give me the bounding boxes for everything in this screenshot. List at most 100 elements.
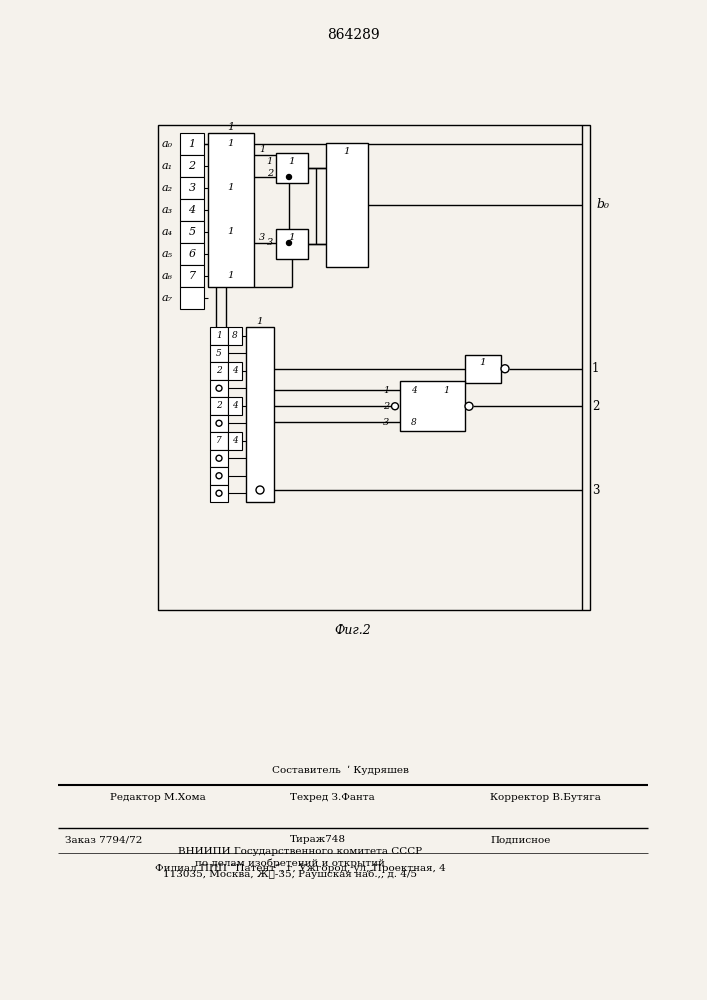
Circle shape: [216, 455, 222, 461]
Circle shape: [465, 402, 473, 410]
Circle shape: [216, 385, 222, 391]
Text: Тираж748: Тираж748: [290, 836, 346, 844]
Bar: [210, 414, 228, 432]
Text: 3: 3: [267, 238, 273, 247]
Text: по делам изобретений и открытий: по делам изобретений и открытий: [195, 858, 385, 868]
Text: 3: 3: [189, 183, 196, 193]
Text: 1: 1: [443, 386, 449, 395]
Bar: [180, 177, 204, 199]
Text: 1: 1: [259, 145, 265, 154]
Circle shape: [256, 486, 264, 494]
Bar: [210, 327, 228, 344]
Text: Заказ 7794/72: Заказ 7794/72: [65, 836, 142, 844]
Bar: [228, 327, 242, 344]
Circle shape: [501, 365, 509, 373]
Bar: [180, 221, 204, 243]
Text: Техред З.Фанта: Техред З.Фанта: [290, 792, 375, 802]
Text: 2: 2: [267, 169, 273, 178]
Text: 113035, Москва, Жℵ-35, Раушская наб.,, д. 4/5: 113035, Москва, Жℵ-35, Раушская наб.,, д…: [163, 869, 417, 879]
Text: a₄: a₄: [162, 227, 173, 237]
Text: 5: 5: [189, 227, 196, 237]
Text: 8: 8: [411, 418, 416, 427]
Bar: [276, 153, 308, 183]
Bar: [326, 143, 368, 267]
Bar: [158, 125, 590, 610]
Text: a₀: a₀: [162, 139, 173, 149]
Text: a₂: a₂: [162, 183, 173, 193]
Text: 4: 4: [232, 436, 238, 445]
Text: 1: 1: [257, 316, 263, 326]
Circle shape: [286, 174, 291, 180]
Text: 4: 4: [189, 205, 196, 215]
Text: 5: 5: [216, 349, 222, 358]
Bar: [210, 485, 228, 502]
Bar: [180, 265, 204, 287]
Text: 2: 2: [216, 401, 222, 410]
Bar: [210, 362, 228, 379]
Bar: [276, 229, 308, 259]
Text: 864289: 864289: [327, 28, 380, 42]
Bar: [228, 362, 242, 379]
Text: Филиал ППП “Патент”, г, Ужгород, ул, Проектная, 4: Филиал ППП “Патент”, г, Ужгород, ул, Про…: [155, 863, 445, 873]
Text: 1: 1: [228, 271, 234, 280]
Text: 1: 1: [228, 139, 234, 148]
Text: a₇: a₇: [162, 293, 173, 303]
Bar: [210, 397, 228, 414]
Bar: [465, 355, 501, 383]
Text: 1: 1: [267, 157, 273, 166]
Text: Редактор М.Хома: Редактор М.Хома: [110, 792, 206, 802]
Text: ВНИИПИ Государственного комитета СССР: ВНИИПИ Государственного комитета СССР: [178, 848, 422, 856]
Bar: [180, 199, 204, 221]
Bar: [210, 432, 228, 450]
Bar: [180, 287, 204, 309]
Text: 2: 2: [216, 366, 222, 375]
Text: 3: 3: [383, 418, 389, 427]
Bar: [210, 450, 228, 467]
Text: 1: 1: [344, 146, 350, 155]
Text: 6: 6: [189, 249, 196, 259]
Bar: [246, 327, 274, 502]
Text: a₁: a₁: [162, 161, 173, 171]
Text: a₅: a₅: [162, 249, 173, 259]
Bar: [180, 155, 204, 177]
Text: Корректор В.Бутяга: Корректор В.Бутяга: [490, 792, 601, 802]
Text: 1: 1: [288, 232, 296, 241]
Text: 3: 3: [259, 233, 265, 242]
Bar: [228, 397, 242, 414]
Text: a₃: a₃: [162, 205, 173, 215]
Text: 1: 1: [228, 228, 234, 236]
Text: a₆: a₆: [162, 271, 173, 281]
Circle shape: [286, 240, 291, 245]
Bar: [180, 133, 204, 155]
Text: Составитель  ʹ Кудряшев: Составитель ʹ Кудряшев: [271, 765, 409, 775]
Text: 1: 1: [288, 156, 296, 165]
Circle shape: [392, 403, 399, 410]
Bar: [210, 379, 228, 397]
Bar: [228, 432, 242, 450]
Bar: [180, 243, 204, 265]
Circle shape: [216, 473, 222, 479]
Text: 1: 1: [189, 139, 196, 149]
Bar: [208, 133, 254, 287]
Bar: [400, 381, 465, 431]
Circle shape: [216, 420, 222, 426]
Text: 7: 7: [189, 271, 196, 281]
Text: Подписное: Подписное: [490, 836, 550, 844]
Text: 8: 8: [232, 331, 238, 340]
Text: 2: 2: [189, 161, 196, 171]
Text: 2: 2: [383, 402, 389, 411]
Text: 1: 1: [383, 386, 389, 395]
Text: 4: 4: [232, 366, 238, 375]
Bar: [210, 344, 228, 362]
Text: 1: 1: [592, 362, 600, 375]
Text: 1: 1: [228, 122, 235, 132]
Text: Фиг.2: Фиг.2: [334, 624, 371, 637]
Text: 1: 1: [479, 358, 486, 367]
Circle shape: [216, 490, 222, 496]
Text: 2: 2: [592, 400, 600, 413]
Text: 7: 7: [216, 436, 222, 445]
Text: 1: 1: [216, 331, 222, 340]
Text: 4: 4: [232, 401, 238, 410]
Text: 3: 3: [592, 484, 600, 496]
Text: 4: 4: [411, 386, 416, 395]
